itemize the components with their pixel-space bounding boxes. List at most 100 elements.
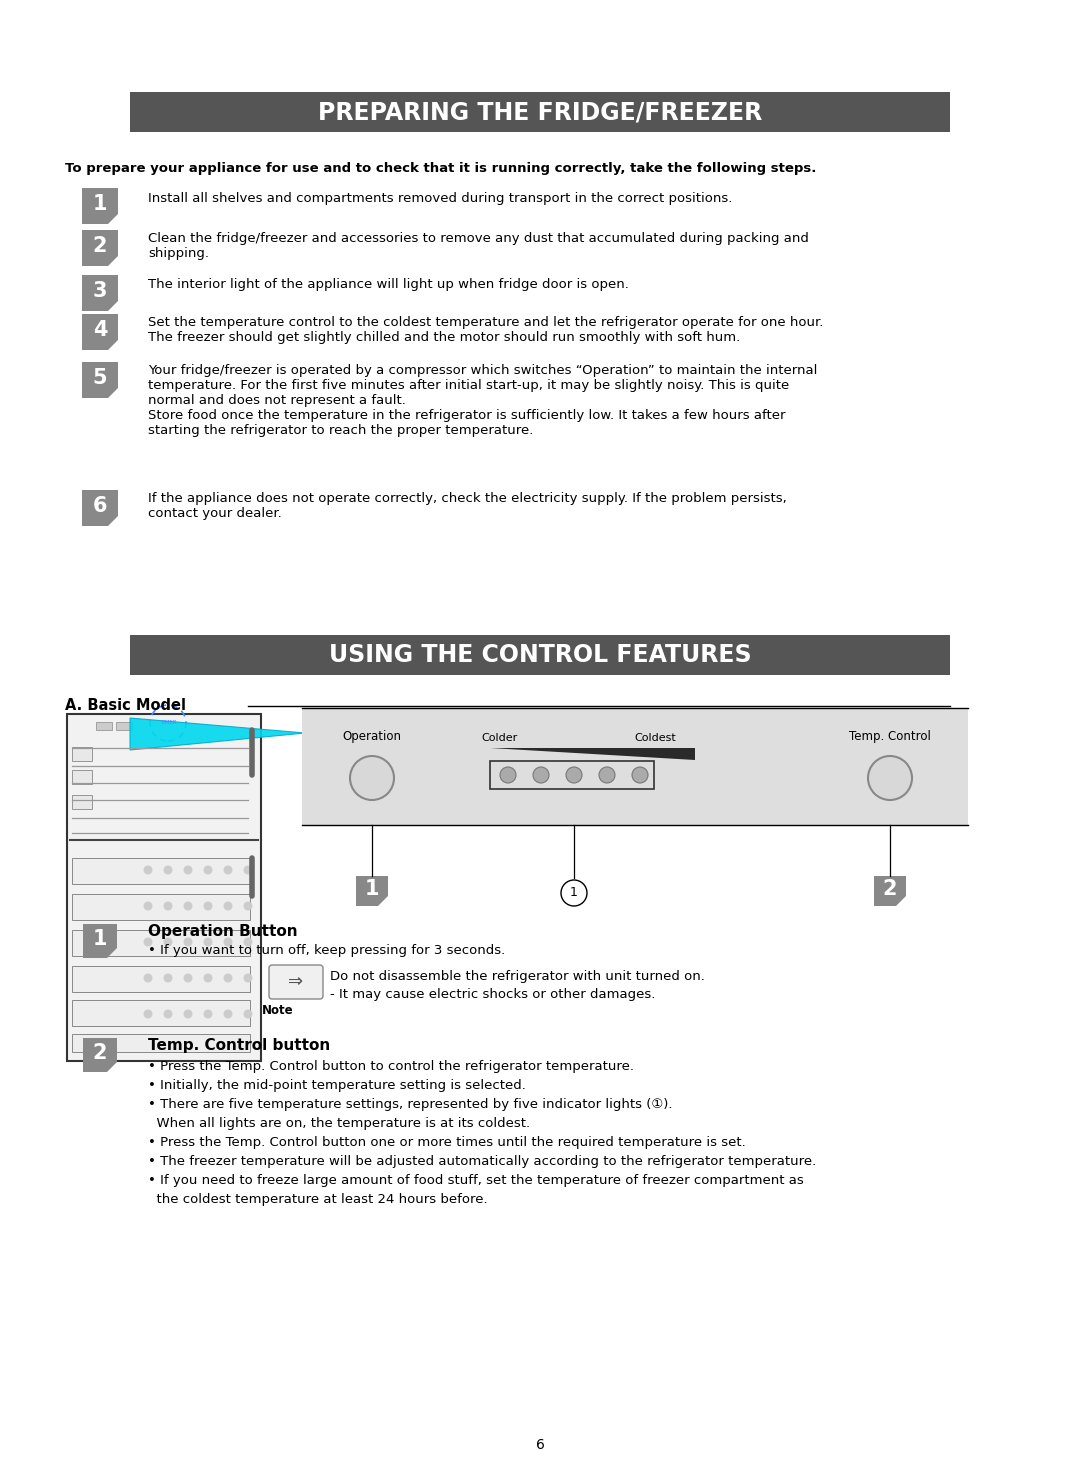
Circle shape <box>203 866 213 874</box>
Circle shape <box>144 902 152 911</box>
Circle shape <box>599 768 615 784</box>
Circle shape <box>243 1009 253 1019</box>
Polygon shape <box>83 924 117 958</box>
Text: 2: 2 <box>93 1042 107 1063</box>
Text: ⇒: ⇒ <box>288 974 303 991</box>
Text: 1: 1 <box>93 194 107 213</box>
Text: A. Basic Model: A. Basic Model <box>65 697 186 713</box>
Text: Operation: Operation <box>342 730 402 743</box>
Text: Operation Button: Operation Button <box>148 924 298 939</box>
Text: • Press the Temp. Control button one or more times until the required temperatur: • Press the Temp. Control button one or … <box>148 1136 746 1149</box>
Circle shape <box>203 902 213 911</box>
FancyBboxPatch shape <box>72 930 249 956</box>
Circle shape <box>184 937 192 946</box>
Text: • If you need to freeze large amount of food stuff, set the temperature of freez: • If you need to freeze large amount of … <box>148 1174 804 1187</box>
Polygon shape <box>82 230 118 266</box>
Text: If the appliance does not operate correctly, check the electricity supply. If th: If the appliance does not operate correc… <box>148 493 786 520</box>
Circle shape <box>144 937 152 946</box>
FancyBboxPatch shape <box>72 1000 249 1026</box>
Text: USING THE CONTROL FEATURES: USING THE CONTROL FEATURES <box>328 643 752 667</box>
Circle shape <box>566 768 582 784</box>
FancyBboxPatch shape <box>130 92 950 132</box>
Circle shape <box>500 768 516 784</box>
Text: Clean the fridge/freezer and accessories to remove any dust that accumulated dur: Clean the fridge/freezer and accessories… <box>148 232 809 260</box>
Circle shape <box>868 756 912 800</box>
Circle shape <box>184 974 192 982</box>
Polygon shape <box>130 718 305 750</box>
Text: Set the temperature control to the coldest temperature and let the refrigerator : Set the temperature control to the colde… <box>148 316 823 344</box>
Circle shape <box>243 902 253 911</box>
Polygon shape <box>82 490 118 526</box>
Text: Colder: Colder <box>482 732 518 743</box>
FancyBboxPatch shape <box>269 965 323 999</box>
FancyBboxPatch shape <box>67 713 261 1061</box>
Circle shape <box>203 937 213 946</box>
Text: PREPARING THE FRIDGE/FREEZER: PREPARING THE FRIDGE/FREEZER <box>318 99 762 124</box>
FancyBboxPatch shape <box>130 635 950 675</box>
Circle shape <box>163 937 173 946</box>
Circle shape <box>224 1009 232 1019</box>
FancyBboxPatch shape <box>72 747 92 762</box>
Text: Temp. Control: Temp. Control <box>849 730 931 743</box>
Circle shape <box>243 937 253 946</box>
Polygon shape <box>83 1038 117 1072</box>
Polygon shape <box>82 189 118 224</box>
Circle shape <box>163 974 173 982</box>
Circle shape <box>224 974 232 982</box>
Circle shape <box>350 756 394 800</box>
FancyBboxPatch shape <box>72 893 249 920</box>
Text: 1: 1 <box>365 879 379 899</box>
Text: • The freezer temperature will be adjusted automatically according to the refrig: • The freezer temperature will be adjust… <box>148 1155 816 1168</box>
Polygon shape <box>356 876 388 906</box>
Text: TIMER: TIMER <box>160 721 176 725</box>
Text: 2: 2 <box>882 879 897 899</box>
FancyBboxPatch shape <box>72 770 92 784</box>
Circle shape <box>163 902 173 911</box>
Text: Temp. Control button: Temp. Control button <box>148 1038 330 1053</box>
Text: 6: 6 <box>93 496 107 516</box>
Circle shape <box>243 866 253 874</box>
Text: 4: 4 <box>93 320 107 341</box>
Text: When all lights are on, the temperature is at its coldest.: When all lights are on, the temperature … <box>148 1117 530 1130</box>
FancyBboxPatch shape <box>72 966 249 993</box>
Circle shape <box>184 1009 192 1019</box>
Circle shape <box>632 768 648 784</box>
Text: 5: 5 <box>93 368 107 387</box>
Text: - It may cause electric shocks or other damages.: - It may cause electric shocks or other … <box>330 988 656 1001</box>
Circle shape <box>163 1009 173 1019</box>
Circle shape <box>144 974 152 982</box>
FancyBboxPatch shape <box>302 708 968 825</box>
Circle shape <box>144 866 152 874</box>
FancyBboxPatch shape <box>96 722 112 730</box>
Circle shape <box>163 866 173 874</box>
Circle shape <box>224 866 232 874</box>
Circle shape <box>243 974 253 982</box>
Text: • If you want to turn off, keep pressing for 3 seconds.: • If you want to turn off, keep pressing… <box>148 944 505 958</box>
FancyBboxPatch shape <box>72 795 92 808</box>
Text: Your fridge/freezer is operated by a compressor which switches “Operation” to ma: Your fridge/freezer is operated by a com… <box>148 364 818 437</box>
Text: Install all shelves and compartments removed during transport in the correct pos: Install all shelves and compartments rem… <box>148 192 732 205</box>
Polygon shape <box>874 876 906 906</box>
Text: 1: 1 <box>93 928 107 949</box>
Text: To prepare your appliance for use and to check that it is running correctly, tak: To prepare your appliance for use and to… <box>65 162 816 175</box>
FancyBboxPatch shape <box>72 858 249 885</box>
Circle shape <box>224 902 232 911</box>
Circle shape <box>144 1009 152 1019</box>
Text: 6: 6 <box>536 1439 544 1452</box>
Circle shape <box>184 902 192 911</box>
Text: Do not disassemble the refrigerator with unit turned on.: Do not disassemble the refrigerator with… <box>330 969 705 982</box>
Polygon shape <box>82 275 118 311</box>
Polygon shape <box>82 363 118 398</box>
FancyBboxPatch shape <box>72 1034 249 1053</box>
Text: 3: 3 <box>93 281 107 301</box>
Text: the coldest temperature at least 24 hours before.: the coldest temperature at least 24 hour… <box>148 1193 488 1206</box>
Text: Coldest: Coldest <box>634 732 676 743</box>
Text: Note: Note <box>262 1004 294 1018</box>
Text: • There are five temperature settings, represented by five indicator lights (①).: • There are five temperature settings, r… <box>148 1098 673 1111</box>
Circle shape <box>534 768 549 784</box>
Text: The interior light of the appliance will light up when fridge door is open.: The interior light of the appliance will… <box>148 278 629 291</box>
Circle shape <box>203 974 213 982</box>
Polygon shape <box>490 749 696 760</box>
FancyBboxPatch shape <box>116 722 132 730</box>
Circle shape <box>184 866 192 874</box>
